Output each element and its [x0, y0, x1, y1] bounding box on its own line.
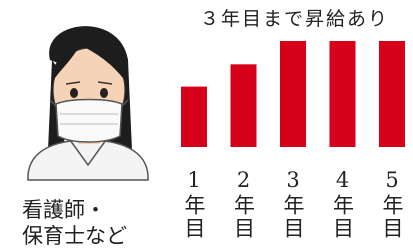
page: ３年目まで昇給あり看護師・保育士など1年目2年目3年目4年目5年目 [0, 0, 413, 248]
x-tick-label: 2年目 [232, 168, 256, 240]
bar [231, 64, 257, 147]
caption-line: 保育士など [22, 220, 127, 248]
bar [379, 41, 405, 147]
x-tick-label: 1年目 [182, 168, 206, 240]
nurse-illustration [28, 26, 148, 180]
x-tick-label: 3年目 [281, 168, 305, 240]
chart-title: ３年目まで昇給あり [200, 4, 389, 31]
x-tick-label: 4年目 [331, 168, 355, 240]
bar [181, 87, 207, 147]
x-tick-label: 5年目 [380, 168, 404, 240]
bar [280, 41, 306, 147]
bar [330, 41, 356, 147]
